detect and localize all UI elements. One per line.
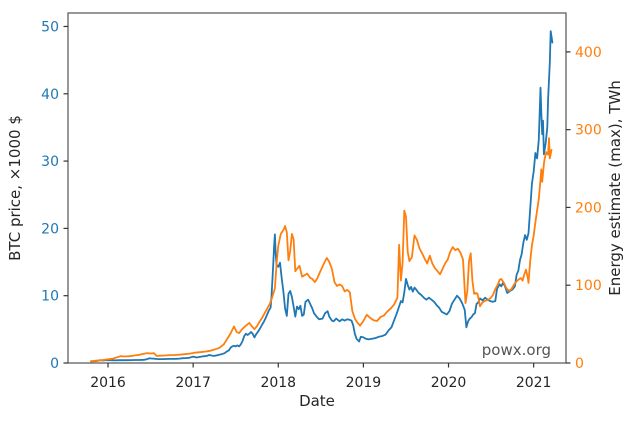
left-tick-label: 10: [41, 289, 59, 305]
plot-area: [67, 12, 567, 364]
x-tick-label: 2021: [516, 375, 552, 391]
x-axis-title: Date: [299, 392, 335, 410]
x-tick-label: 2017: [175, 375, 211, 391]
x-tick-label: 2018: [260, 375, 296, 391]
energy-estimate-line: [90, 137, 553, 363]
right-axis-title: Energy estimate (max), TWh: [606, 80, 624, 295]
left-tick-label: 20: [41, 221, 59, 237]
x-tick-label: 2019: [346, 375, 382, 391]
x-tick-label: 2016: [90, 375, 126, 391]
left-tick-label: 50: [41, 19, 59, 35]
axis-ticks: 2016 2017 2018 2019 2020 2021 0 10 20 30 40 50 0 100 2…: [41, 19, 602, 391]
right-tick-label: 400: [575, 45, 602, 61]
watermark: powx.org: [482, 341, 551, 359]
data-lines: [90, 30, 554, 363]
left-tick-label: 40: [41, 87, 59, 103]
left-tick-label: 0: [50, 356, 59, 372]
left-axis-title: BTC price, ×1000 $: [6, 115, 24, 261]
x-tick-label: 2020: [431, 375, 467, 391]
right-tick-label: 300: [575, 123, 602, 139]
left-tick-label: 30: [41, 154, 59, 170]
right-tick-label: 200: [575, 200, 602, 216]
btc-price-line: [90, 30, 554, 363]
right-tick-label: 100: [575, 278, 602, 294]
right-tick-label: 0: [575, 356, 584, 372]
